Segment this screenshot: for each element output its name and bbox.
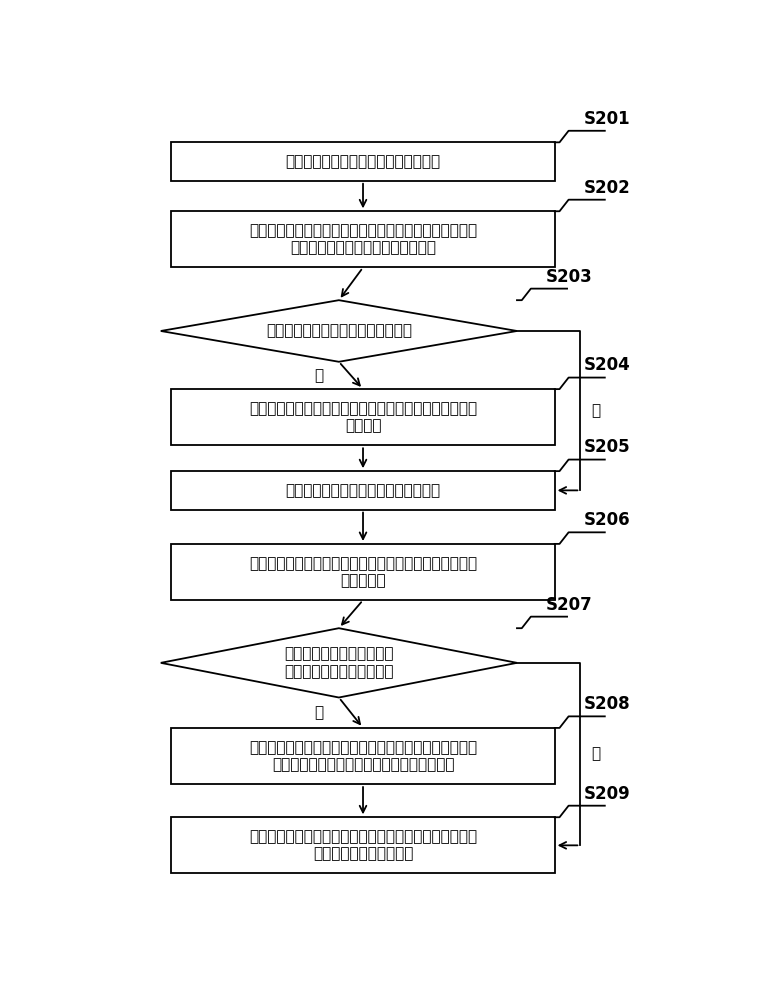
FancyBboxPatch shape <box>171 544 555 600</box>
Text: 是否存在与所述识别结果相
匹配的所述预设控制命令？: 是否存在与所述识别结果相 匹配的所述预设控制命令？ <box>284 647 393 679</box>
Text: 否: 否 <box>591 747 601 762</box>
FancyBboxPatch shape <box>171 728 555 784</box>
FancyBboxPatch shape <box>171 817 555 873</box>
FancyBboxPatch shape <box>171 211 555 267</box>
Text: 将所述语音数据判断为非法数据并丢弃: 将所述语音数据判断为非法数据并丢弃 <box>285 483 441 498</box>
Polygon shape <box>160 300 517 362</box>
Text: S208: S208 <box>583 695 630 713</box>
Text: 结合所述至少两个终端设备采集的发送数据，对所述语音
数据进行降噪处理，以过滤环境噪声: 结合所述至少两个终端设备采集的发送数据，对所述语音 数据进行降噪处理，以过滤环境… <box>249 223 477 256</box>
Text: S203: S203 <box>546 268 593 286</box>
Text: S204: S204 <box>583 356 630 374</box>
Text: 将选定的所述预设控制命令发送至与所述预设控制命令关
联的目标终端设备，以控制所述目标终端设备: 将选定的所述预设控制命令发送至与所述预设控制命令关 联的目标终端设备，以控制所述… <box>249 740 477 772</box>
Text: S207: S207 <box>546 596 593 614</box>
Text: 将所述语音数据提交至语音识别服务器进行识别，以得到
识别结果: 将所述语音数据提交至语音识别服务器进行识别，以得到 识别结果 <box>249 401 477 433</box>
Polygon shape <box>160 628 517 698</box>
FancyBboxPatch shape <box>171 471 555 510</box>
FancyBboxPatch shape <box>171 142 555 181</box>
Text: 是: 是 <box>315 368 324 383</box>
Text: S201: S201 <box>583 110 630 128</box>
Text: S205: S205 <box>583 438 630 456</box>
Text: 所述发送数据中是否存在提交请求？: 所述发送数据中是否存在提交请求？ <box>266 323 412 338</box>
Text: S206: S206 <box>583 511 630 529</box>
Text: 接收至少两个终端设备采集的发送数据: 接收至少两个终端设备采集的发送数据 <box>285 154 441 169</box>
Text: S202: S202 <box>583 179 630 197</box>
Text: S209: S209 <box>583 785 630 803</box>
Text: 是: 是 <box>315 705 324 720</box>
Text: 发送提示信息至发出所述发送数据的终端设备，以提示用
户重新输入所述语音数据: 发送提示信息至发出所述发送数据的终端设备，以提示用 户重新输入所述语音数据 <box>249 829 477 862</box>
Text: 接收所述识别结果，并将所述识别结果与所有预设控制命
令进行匹配: 接收所述识别结果，并将所述识别结果与所有预设控制命 令进行匹配 <box>249 556 477 588</box>
Text: 否: 否 <box>591 403 601 418</box>
FancyBboxPatch shape <box>171 389 555 445</box>
